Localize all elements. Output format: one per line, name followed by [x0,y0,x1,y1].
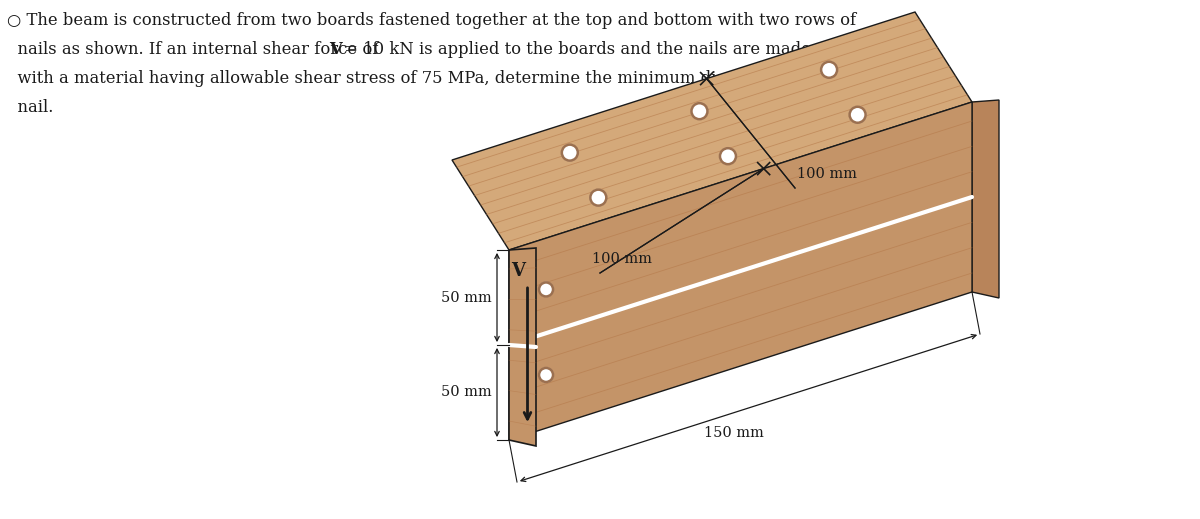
Circle shape [850,107,865,123]
Polygon shape [509,248,536,446]
Text: 50 mm: 50 mm [442,386,492,400]
Text: with a material having allowable shear stress of 75 MPa, determine the minimum d: with a material having allowable shear s… [7,70,841,87]
Text: 100 mm: 100 mm [592,252,652,266]
Text: = 10 kN is applied to the boards and the nails are made: = 10 kN is applied to the boards and the… [340,41,811,58]
Text: ○ The beam is constructed from two boards fastened together at the top and botto: ○ The beam is constructed from two board… [7,12,856,29]
Text: 50 mm: 50 mm [442,291,492,305]
Circle shape [691,103,708,119]
Text: V: V [329,41,342,58]
Text: 100 mm: 100 mm [797,167,857,181]
Circle shape [539,368,553,382]
Text: V: V [511,262,526,280]
Circle shape [720,148,736,164]
Polygon shape [509,102,972,440]
Circle shape [821,62,838,78]
Polygon shape [452,12,972,250]
Polygon shape [972,100,998,298]
Text: nails as shown. If an internal shear force of: nails as shown. If an internal shear for… [7,41,384,58]
Circle shape [539,282,553,296]
Text: nail.: nail. [7,99,53,116]
Text: 150 mm: 150 mm [703,426,763,440]
Circle shape [562,145,578,161]
Circle shape [590,189,606,206]
